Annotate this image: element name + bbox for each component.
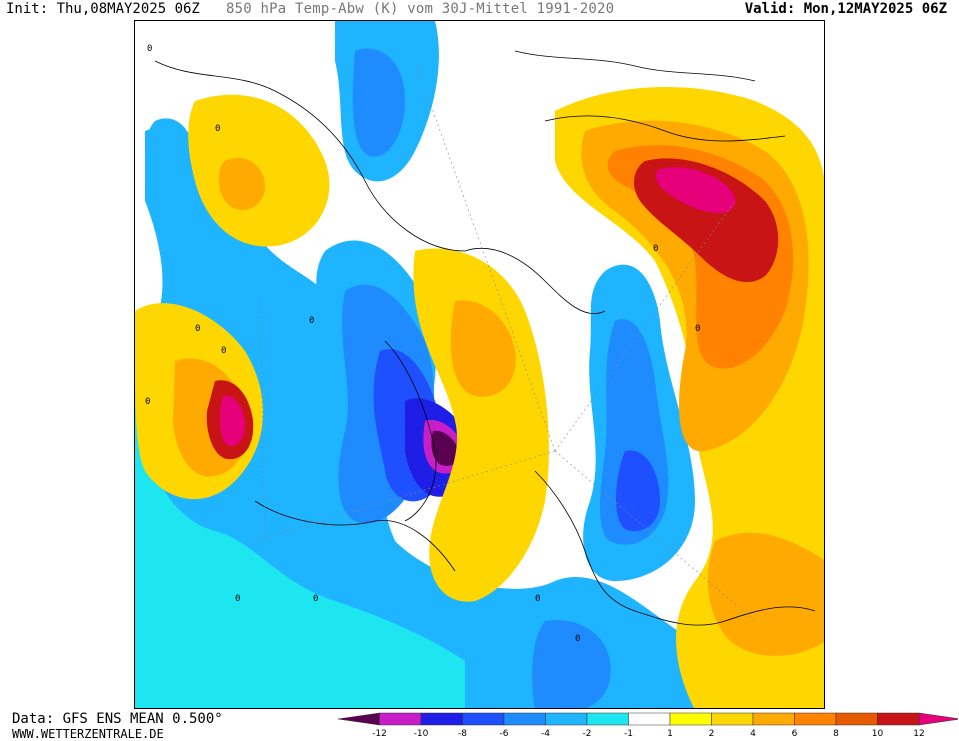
valid-time-label: Valid: Mon,12MAY2025 06Z — [744, 1, 947, 17]
contour-label: 0 — [653, 244, 658, 254]
legend-tick-label: 1 — [667, 729, 673, 739]
legend-tick-label: -6 — [500, 729, 509, 739]
legend-swatch — [794, 712, 837, 726]
legend-tick-label: 6 — [792, 729, 798, 739]
contour-label: 0 — [535, 594, 540, 604]
warm-region-north-america-peak — [219, 395, 245, 447]
legend-swatch — [379, 712, 422, 726]
legend-tick-label: -8 — [458, 729, 467, 739]
cold-region-greenland-extreme — [431, 430, 460, 466]
warm-region-pacific-north-core — [218, 157, 265, 210]
cold-region-northwest — [147, 118, 191, 174]
contour-label: 0 — [313, 594, 318, 604]
legend-tick-label: -2 — [583, 729, 592, 739]
legend-tick-label: -12 — [372, 729, 387, 739]
contour-label: 0 — [309, 316, 314, 326]
contour-label: 0 — [145, 397, 150, 407]
init-time-label: Init: Thu,08MAY2025 06Z — [6, 1, 200, 17]
cold-region-pacific — [135, 127, 695, 708]
legend-tick-label: 2 — [709, 729, 715, 739]
legend-swatch — [669, 712, 712, 726]
contour-labels: 0 0 0 0 0 0 0 0 0 0 0 0 — [145, 44, 700, 644]
warm-region-siberia-peak — [655, 167, 736, 213]
temperature-anomaly-map: 0 0 0 0 0 0 0 0 0 0 0 0 — [134, 20, 825, 709]
contour-label: 0 — [575, 634, 580, 644]
warm-region-southeast — [707, 532, 824, 656]
legend-swatch — [918, 712, 958, 726]
legend-swatch — [545, 712, 588, 726]
contour-label: 0 — [147, 44, 152, 54]
contour-label: 0 — [215, 124, 220, 134]
legend-swatch — [628, 712, 671, 726]
legend-swatch — [462, 712, 505, 726]
legend-tick-label: -1 — [624, 729, 633, 739]
cold-region-light — [135, 321, 465, 708]
legend-tick-label: -10 — [414, 729, 429, 739]
warm-region-arctic — [413, 248, 549, 602]
legend-swatch — [337, 712, 380, 726]
cold-region-mediterranean-core — [532, 620, 611, 708]
legend-tick-label: 4 — [750, 729, 756, 739]
coastlines — [154, 50, 816, 626]
legend-tick-label: -4 — [541, 729, 550, 739]
contour-label: 0 — [195, 324, 200, 334]
data-source-label: Data: GFS ENS MEAN 0.500° — [12, 711, 223, 727]
color-scale-legend: -12 -10 -8 -6 -4 -2 -1 1 2 4 6 8 10 12 — [337, 712, 958, 739]
cold-region-europe-core — [616, 450, 660, 532]
contour-label: 0 — [235, 594, 240, 604]
legend-swatch — [711, 712, 754, 726]
legend-swatch — [877, 712, 920, 726]
legend-tick-label: 12 — [913, 729, 924, 739]
website-label: WWW.WETTERZENTRALE.DE — [12, 727, 164, 741]
legend-swatch — [835, 712, 878, 726]
cold-region-north-pacific-core — [352, 48, 405, 157]
legend-swatch — [503, 712, 546, 726]
legend-swatch — [586, 712, 629, 726]
map-title: 850 hPa Temp-Abw (K) vom 30J-Mittel 1991… — [226, 1, 615, 17]
contour-label: 0 — [221, 346, 226, 356]
contour-label: 0 — [695, 324, 700, 334]
legend-tick-label: 10 — [872, 729, 884, 739]
warm-region-arctic-core — [450, 300, 516, 397]
map-canvas: 0 0 0 0 0 0 0 0 0 0 0 0 — [135, 21, 824, 708]
graticule — [254, 60, 756, 622]
legend-swatch — [752, 712, 795, 726]
legend-tick-label: 8 — [833, 729, 839, 739]
legend-swatch — [420, 712, 463, 726]
